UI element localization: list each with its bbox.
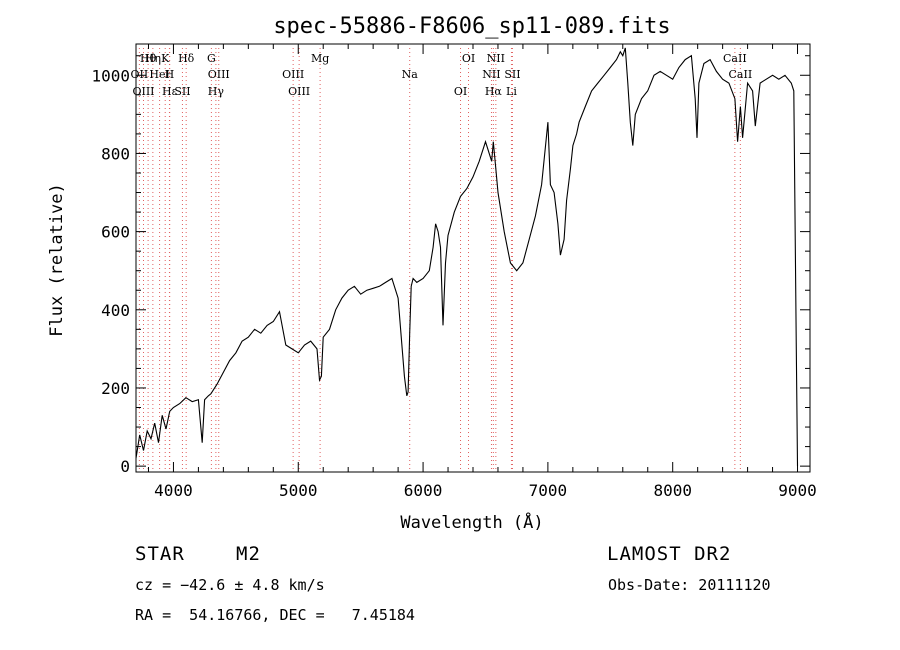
line-label-8: SII bbox=[174, 85, 190, 98]
object-type: STAR bbox=[135, 543, 185, 565]
line-label-7: HeI bbox=[149, 68, 169, 81]
line-label-0: Hθ bbox=[140, 52, 157, 65]
line-label-12: G bbox=[207, 52, 216, 65]
x-tick-label-6000: 6000 bbox=[404, 481, 443, 500]
line-label-10: OIII bbox=[208, 68, 230, 81]
y-axis-label: Flux (relative) bbox=[47, 183, 67, 337]
y-tick-label-400: 400 bbox=[101, 301, 130, 320]
spectral-line-labels: Hθ OII OIII KH Hε Hη HeI SII Hδ OIII Hγ G OIII OIII Mg… bbox=[131, 52, 753, 98]
line-label-2: OIII bbox=[132, 85, 154, 98]
x-axis: 4000 5000 6000 7000 8000 9000 bbox=[147, 44, 817, 500]
object-subclass: M2 bbox=[236, 543, 261, 565]
line-label-19: NII bbox=[482, 68, 500, 81]
x-tick-label-4000: 4000 bbox=[154, 481, 193, 500]
x-axis-label: Wavelength (Å) bbox=[400, 511, 543, 533]
y-axis: 0 200 400 600 800 1000 bbox=[91, 55, 810, 476]
line-label-17: OI bbox=[454, 85, 467, 98]
line-label-24: CaII bbox=[723, 52, 747, 65]
line-label-18: OI bbox=[462, 52, 475, 65]
x-tick-label-7000: 7000 bbox=[529, 481, 568, 500]
y-tick-label-1000: 1000 bbox=[91, 66, 130, 85]
x-tick-label-5000: 5000 bbox=[279, 481, 318, 500]
spectrum-line bbox=[135, 47, 799, 467]
line-label-22: SII bbox=[504, 68, 520, 81]
line-label-6: Hη bbox=[145, 52, 161, 65]
line-label-3: K bbox=[161, 52, 170, 65]
y-tick-label-0: 0 bbox=[120, 457, 130, 476]
line-label-21: NII bbox=[487, 52, 505, 65]
observation-date: Obs-Date: 20111120 bbox=[608, 576, 771, 594]
line-label-5: Hε bbox=[162, 85, 178, 98]
chart-title: spec-55886-F8606_sp11-089.fits bbox=[273, 14, 670, 39]
x-tick-label-8000: 8000 bbox=[653, 481, 692, 500]
x-tick-label-9000: 9000 bbox=[778, 481, 817, 500]
redshift-readout: cz = −42.6 ± 4.8 km/s bbox=[135, 576, 325, 594]
plot-frame bbox=[135, 43, 811, 473]
line-label-14: OIII bbox=[288, 85, 310, 98]
line-label-23: Li bbox=[506, 85, 517, 98]
survey-name: LAMOST DR2 bbox=[607, 543, 732, 565]
coordinates-readout: RA = 54.16766, DEC = 7.45184 bbox=[135, 606, 415, 624]
line-label-25: CaII bbox=[729, 68, 753, 81]
y-tick-label-200: 200 bbox=[101, 379, 130, 398]
line-label-1: OII bbox=[131, 68, 149, 81]
line-label-15: Mg bbox=[311, 52, 329, 65]
line-label-9: Hδ bbox=[178, 52, 195, 65]
y-tick-label-600: 600 bbox=[101, 223, 130, 242]
spectral-line-markers bbox=[138, 48, 741, 472]
line-label-11: Hγ bbox=[208, 85, 225, 98]
line-label-20: Hα bbox=[485, 85, 503, 98]
line-label-13: OIII bbox=[282, 68, 304, 81]
line-label-4: H bbox=[165, 68, 175, 81]
line-label-16: Na bbox=[402, 68, 419, 81]
y-tick-label-800: 800 bbox=[101, 144, 130, 163]
